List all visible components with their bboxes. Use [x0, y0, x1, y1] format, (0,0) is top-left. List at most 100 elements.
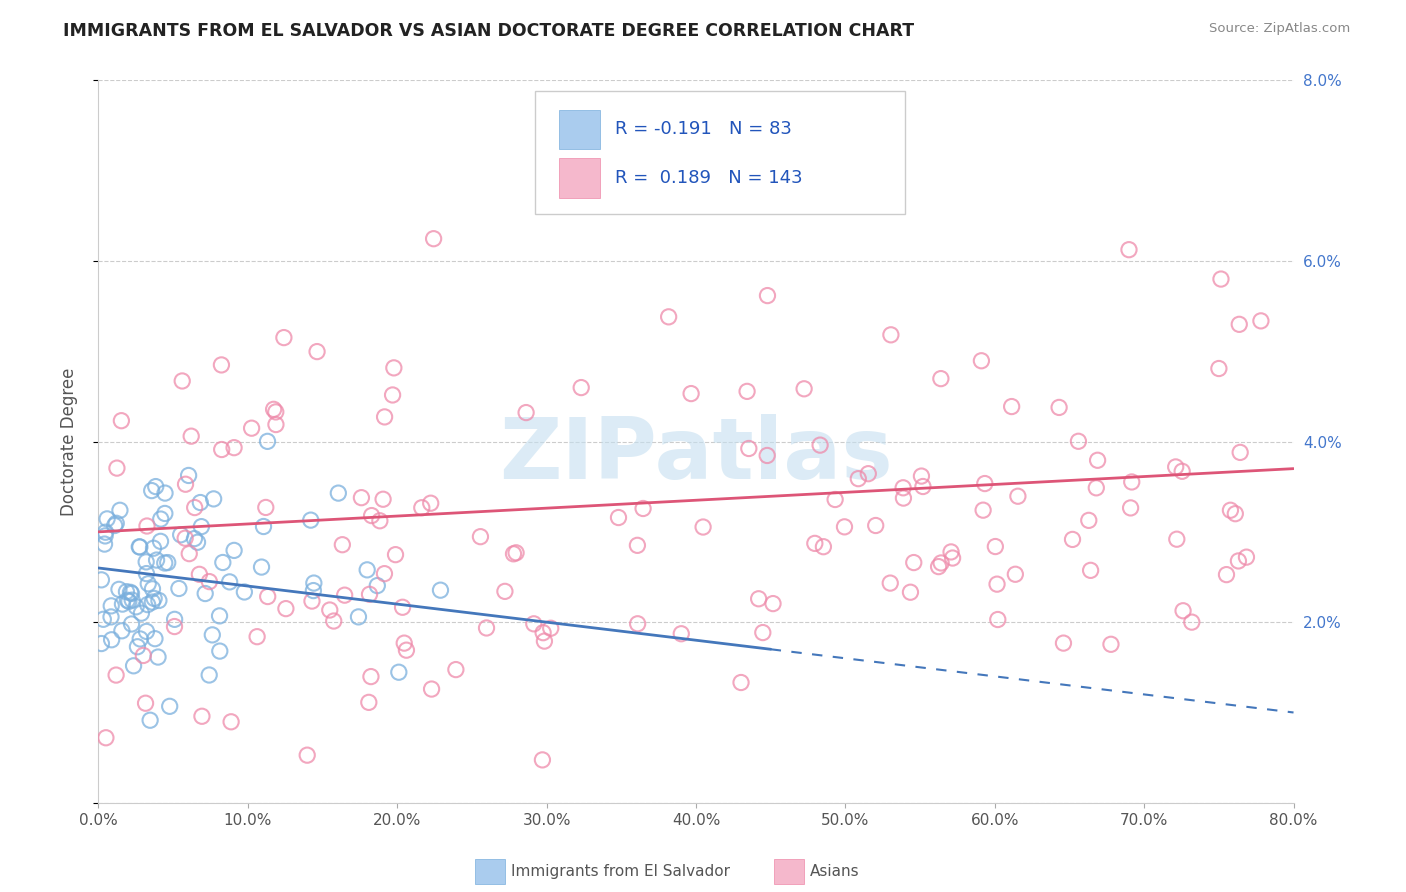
Point [224, 543, 246, 558]
Point [533, 634, 555, 648]
Point [1209, 272, 1232, 286]
Point [359, 587, 381, 601]
Point [891, 481, 914, 495]
Point [208, 644, 231, 658]
Point [658, 310, 681, 324]
Point [627, 616, 650, 631]
Point [264, 417, 287, 432]
Point [90, 573, 112, 587]
Point [174, 531, 197, 545]
Point [505, 546, 527, 560]
Point [356, 563, 378, 577]
Point [108, 503, 131, 517]
Point [1001, 400, 1024, 414]
Point [531, 625, 554, 640]
Bar [558, 158, 600, 198]
Point [274, 601, 297, 615]
Point [540, 621, 562, 635]
Point [146, 650, 169, 665]
Point [350, 491, 373, 505]
Text: R = -0.191   N = 83: R = -0.191 N = 83 [614, 120, 792, 138]
Point [256, 590, 278, 604]
Point [752, 625, 775, 640]
Point [142, 541, 165, 556]
Point [1171, 604, 1194, 618]
Point [1227, 554, 1250, 568]
Point [156, 556, 179, 570]
Point [100, 610, 122, 624]
Point [1062, 533, 1084, 547]
Point [121, 586, 143, 600]
Point [127, 640, 149, 654]
Text: IMMIGRANTS FROM EL SALVADOR VS ASIAN DOCTORATE DEGREE CORRELATION CHART: IMMIGRANTS FROM EL SALVADOR VS ASIAN DOC… [63, 22, 914, 40]
Point [153, 507, 176, 521]
Point [1166, 532, 1188, 546]
Point [110, 414, 132, 428]
Point [631, 501, 654, 516]
Point [903, 556, 925, 570]
Point [681, 386, 703, 401]
Point [302, 576, 325, 591]
Point [1215, 567, 1237, 582]
Point [307, 344, 329, 359]
Point [94, 529, 117, 543]
Point [174, 477, 197, 491]
Point [1236, 550, 1258, 565]
Point [360, 670, 382, 684]
Point [1219, 503, 1241, 517]
Point [357, 695, 380, 709]
Point [183, 532, 205, 546]
Point [910, 469, 932, 483]
Point [177, 468, 200, 483]
Point [96, 512, 118, 526]
Point [191, 709, 214, 723]
Point [167, 582, 190, 596]
Point [333, 588, 356, 602]
Point [429, 583, 451, 598]
Point [928, 559, 950, 574]
Point [371, 492, 394, 507]
Point [388, 665, 411, 680]
Point [939, 545, 962, 559]
Point [858, 467, 880, 481]
Point [179, 547, 201, 561]
Point [201, 628, 224, 642]
Point [153, 556, 176, 570]
Point [198, 668, 221, 682]
Point [942, 551, 965, 566]
Point [145, 553, 167, 567]
Point [163, 612, 186, 626]
Point [135, 696, 157, 710]
Point [211, 556, 233, 570]
Point [135, 555, 157, 569]
Point [250, 560, 273, 574]
Point [219, 714, 242, 729]
Point [470, 530, 492, 544]
Point [145, 480, 167, 494]
Point [188, 567, 211, 582]
Point [366, 579, 388, 593]
Point [180, 429, 202, 443]
Text: Immigrants from El Salvador: Immigrants from El Salvador [510, 864, 730, 879]
Point [115, 584, 138, 599]
Point [91, 612, 114, 626]
Point [391, 600, 413, 615]
Point [105, 461, 128, 475]
Bar [475, 859, 505, 884]
Point [172, 374, 194, 388]
Point [111, 597, 134, 611]
Point [121, 593, 143, 607]
Point [222, 441, 245, 455]
Point [374, 409, 396, 424]
Point [129, 632, 152, 646]
Point [735, 384, 758, 399]
Text: ZIPatlas: ZIPatlas [499, 415, 893, 498]
Point [804, 536, 827, 550]
Bar [773, 859, 804, 884]
Point [373, 566, 395, 581]
Point [756, 449, 779, 463]
Point [141, 595, 163, 609]
Point [90, 636, 112, 650]
Point [444, 663, 467, 677]
Point [302, 583, 325, 598]
